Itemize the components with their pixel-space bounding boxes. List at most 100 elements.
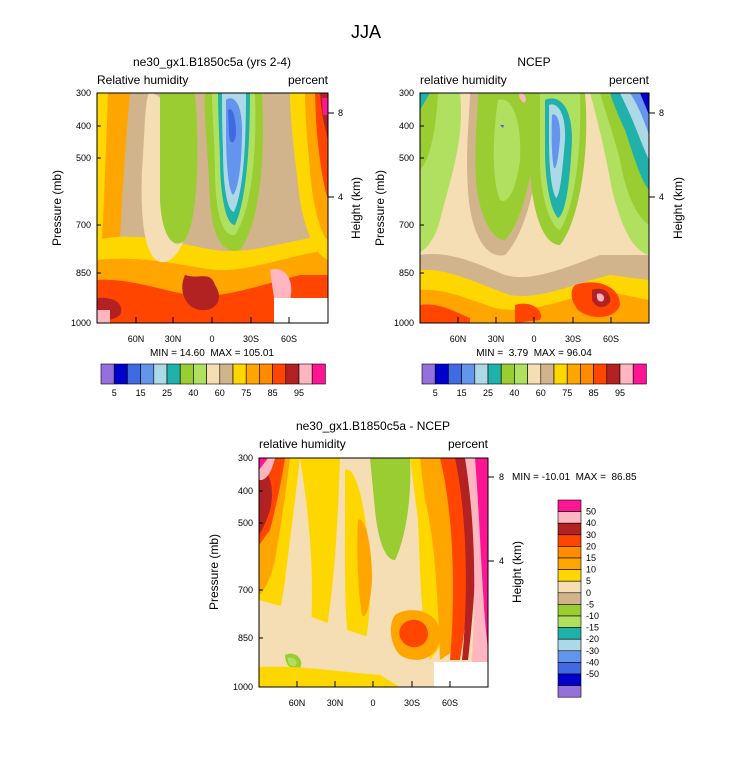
x-tick-label: 0	[370, 698, 375, 708]
panel-title: ne30_gx1.B1850c5a - NCEP	[296, 419, 450, 433]
min-max-label: MIN = -10.01 MAX = 86.85	[512, 472, 637, 483]
y-tick-label: 850	[399, 268, 414, 278]
right-axis: 8 4	[499, 472, 504, 566]
height-tick-label: 8	[499, 472, 504, 482]
y-tick-label: 300	[76, 88, 91, 98]
height-tick-label: 8	[338, 108, 343, 118]
colorbar-label: 25	[162, 388, 172, 398]
y-axis: 300 400 500 700 850 1000	[394, 88, 414, 328]
x-tick-label: 30S	[565, 334, 581, 344]
colorbar-label: 5	[112, 388, 117, 398]
right-axis: 8 4	[659, 108, 664, 202]
colorbar-swatch	[557, 650, 582, 663]
colorbar-swatch	[272, 363, 287, 385]
colorbar-swatch	[232, 363, 247, 385]
colorbar-swatch	[557, 662, 582, 675]
colorbar-swatch	[557, 511, 582, 524]
y-axis: 300 400 500 700 850 1000	[233, 453, 253, 692]
colorbar-label: 40	[586, 518, 596, 528]
colorbar-swatch	[557, 534, 582, 547]
colorbar-swatch	[448, 363, 462, 385]
y-tick-label: 400	[76, 121, 91, 131]
colorbar-swatch	[557, 580, 582, 594]
colorbar-label: -30	[586, 646, 599, 656]
colorbar-label: 60	[215, 388, 225, 398]
colorbar-swatch	[153, 363, 168, 385]
contour-field	[259, 458, 488, 687]
height-tick-label: 4	[659, 192, 664, 202]
y-tick-label: 1000	[394, 318, 414, 328]
colorbar-label: 75	[562, 388, 572, 398]
colorbar-swatch	[421, 363, 436, 385]
colorbar-swatch	[557, 673, 582, 686]
y-tick-label: 300	[238, 453, 253, 463]
height-tick-label: 4	[499, 556, 504, 566]
right-string: percent	[448, 437, 489, 451]
colorbar-model: 5 15 25 40 60 75 85 95	[100, 363, 326, 398]
colorbar-label: -10	[586, 611, 599, 621]
colorbar-label: 85	[589, 388, 599, 398]
colorbar-swatch	[557, 557, 582, 570]
colorbar-label: 15	[136, 388, 146, 398]
y-tick-label: 300	[399, 88, 414, 98]
colorbar-swatch	[259, 363, 273, 385]
y-axis: 300 400 500 700 850 1000	[71, 88, 91, 328]
colorbar-swatch	[461, 363, 476, 385]
colorbar-swatch	[527, 363, 542, 385]
left-string: relative humidity	[259, 437, 346, 451]
colorbar-swatch	[557, 615, 582, 628]
colorbar-label: 50	[586, 507, 596, 517]
colorbar-label: -50	[586, 669, 599, 679]
colorbar-label: 0	[586, 588, 591, 598]
colorbar-label: -5	[586, 599, 594, 609]
left-string: relative humidity	[420, 73, 507, 87]
colorbar-label: 30	[586, 530, 596, 540]
x-axis: 60N 30N 0 30S 60S	[289, 698, 458, 708]
y-tick-label: 500	[76, 153, 91, 163]
colorbar-label: 75	[241, 388, 251, 398]
colorbar-swatch	[557, 522, 582, 536]
x-tick-label: 60S	[281, 334, 297, 344]
colorbar-ncep: 5 15 25 40 60 75 85 95	[421, 363, 647, 398]
right-axis-label: Height (km)	[671, 177, 685, 239]
left-string: Relative humidity	[97, 73, 188, 87]
x-tick-label: 0	[531, 334, 536, 344]
colorbar-swatch	[127, 363, 141, 385]
y-tick-label: 500	[399, 153, 414, 163]
colorbar-swatch	[474, 363, 489, 385]
colorbar-label: -40	[586, 657, 599, 667]
colorbar-label: 20	[586, 541, 596, 551]
panel-difference: ne30_gx1.B1850c5a - NCEP relative humidi…	[207, 419, 637, 708]
colorbar-label: 15	[586, 553, 596, 563]
colorbar-swatch	[580, 363, 594, 385]
y-axis-label: Pressure (mb)	[207, 534, 221, 610]
colorbar-swatch	[557, 685, 582, 698]
colorbar-swatch	[166, 363, 181, 385]
colorbar-swatch	[179, 363, 194, 385]
colorbar-swatch	[285, 363, 300, 385]
y-tick-label: 1000	[71, 318, 91, 328]
x-axis: 60N 30N 0 30S 60S	[450, 334, 619, 344]
right-axis-label: Height (km)	[349, 177, 363, 239]
colorbar-swatch	[557, 638, 582, 652]
colorbar-label: 10	[586, 565, 596, 575]
x-axis: 60N 30N 0 30S 60S	[128, 334, 297, 344]
panel-model: ne30_gx1.B1850c5a (yrs 2-4) Relative hum…	[50, 55, 363, 398]
colorbar-swatch	[593, 363, 608, 385]
x-tick-label: 30S	[404, 698, 420, 708]
colorbar-swatch	[566, 363, 581, 385]
y-tick-label: 700	[238, 585, 253, 595]
colorbar-label: 40	[188, 388, 198, 398]
colorbar-label: 5	[586, 576, 591, 586]
contour-field	[97, 93, 328, 323]
right-string: percent	[609, 73, 650, 87]
colorbar-swatch	[206, 363, 221, 385]
colorbar-label: 5	[433, 388, 438, 398]
colorbar-swatch	[553, 363, 568, 385]
colorbar-swatch	[557, 546, 582, 559]
y-tick-label: 850	[238, 633, 253, 643]
min-max-label: MIN = 14.60 MAX = 105.01	[150, 348, 274, 359]
panel-title: NCEP	[517, 55, 550, 69]
colorbar-swatch	[298, 363, 313, 385]
x-tick-label: 30N	[165, 334, 182, 344]
